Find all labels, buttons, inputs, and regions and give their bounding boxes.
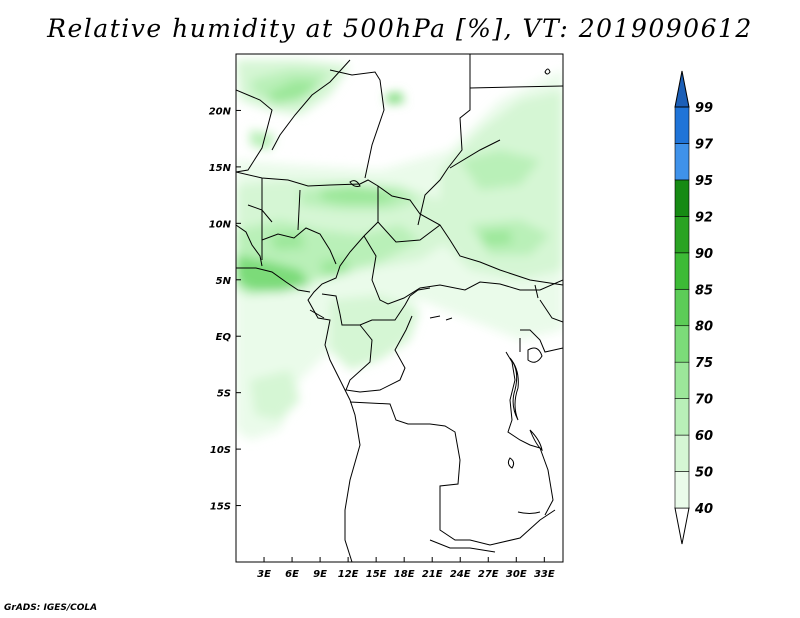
lat-tick-label: 10N xyxy=(209,219,232,230)
colorbar-label: 92 xyxy=(695,210,713,225)
colorbar-segment xyxy=(674,361,690,399)
colorbar-label: 40 xyxy=(694,502,713,517)
latitude-ticks: 20N 15N 10N 5N EQ 5S 10S 15S xyxy=(209,106,241,513)
colorbar-high-arrow xyxy=(674,70,690,108)
lon-tick-label: 15E xyxy=(366,569,387,580)
map-title: Relative humidity at 500hPa [%], VT: 201… xyxy=(47,14,753,43)
colorbar-label: 60 xyxy=(695,429,713,444)
colorbar-segment xyxy=(674,143,690,181)
colorbar-segment xyxy=(674,216,690,254)
colorbar-label: 95 xyxy=(695,174,713,189)
colorbar-segment xyxy=(674,252,690,290)
lon-tick-label: 21E xyxy=(422,569,443,580)
lon-tick-label: 6E xyxy=(285,569,299,580)
colorbar-segment xyxy=(674,434,690,472)
lat-tick-label: 20N xyxy=(209,106,232,117)
colorbar-label: 70 xyxy=(695,393,713,408)
humidity-field xyxy=(236,54,563,562)
colorbar-segment xyxy=(674,471,690,509)
lat-tick-label: 5S xyxy=(217,389,231,400)
country-borders xyxy=(236,54,563,562)
colorbar-low-arrow xyxy=(674,507,690,545)
lon-tick-label: 18E xyxy=(394,569,415,580)
lat-tick-label: 10S xyxy=(210,445,231,456)
colorbar: 40 50 60 70 75 80 85 90 92 95 97 99 xyxy=(674,70,714,545)
lon-tick-label: 30E xyxy=(506,569,527,580)
colorbar-label: 90 xyxy=(695,247,713,262)
lon-tick-label: 12E xyxy=(338,569,359,580)
colorbar-label: 85 xyxy=(695,283,713,298)
lon-tick-label: 3E xyxy=(257,569,271,580)
lat-tick-label: 15S xyxy=(210,502,231,513)
lon-tick-label: 24E xyxy=(450,569,471,580)
credit-label: GrADS: IGES/COLA xyxy=(4,603,98,613)
map-frame xyxy=(235,53,564,563)
lat-tick-label: EQ xyxy=(216,332,232,343)
colorbar-segment xyxy=(674,288,690,327)
colorbar-segment xyxy=(674,106,690,144)
colorbar-label: 75 xyxy=(695,356,713,371)
colorbar-label: 97 xyxy=(695,137,714,152)
colorbar-label: 50 xyxy=(695,466,713,481)
lon-tick-label: 9E xyxy=(313,569,327,580)
colorbar-segment xyxy=(674,325,690,363)
lakes xyxy=(349,68,551,514)
colorbar-segment xyxy=(674,179,690,217)
lon-tick-label: 33E xyxy=(534,569,555,580)
lat-tick-label: 5N xyxy=(216,276,232,287)
lat-tick-label: 15N xyxy=(209,163,232,174)
lon-tick-label: 27E xyxy=(478,569,499,580)
colorbar-label: 80 xyxy=(695,320,713,335)
colorbar-segment xyxy=(674,398,690,436)
colorbar-label: 99 xyxy=(695,101,713,116)
longitude-ticks: 3E 6E 9E 12E 15E 18E 21E 24E 27E 30E 33E xyxy=(257,557,555,580)
